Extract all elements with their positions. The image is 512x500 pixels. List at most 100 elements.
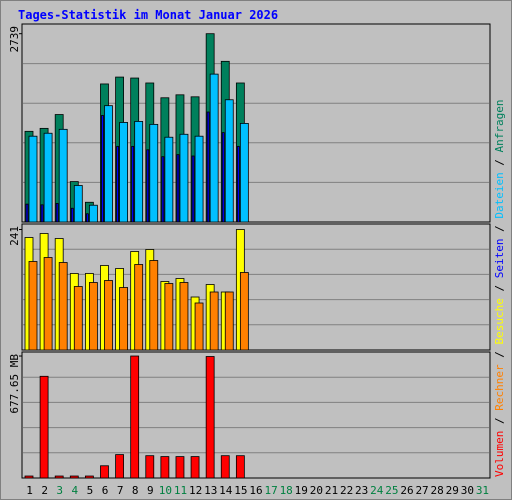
bar bbox=[175, 456, 185, 479]
bar bbox=[239, 123, 249, 223]
bar bbox=[104, 280, 113, 351]
bar bbox=[134, 264, 144, 351]
bar bbox=[164, 283, 174, 351]
x-tick-label: 20 bbox=[310, 484, 323, 497]
bar bbox=[58, 128, 68, 223]
bar bbox=[28, 261, 38, 351]
bar bbox=[235, 455, 245, 479]
bar bbox=[206, 111, 210, 223]
bar bbox=[70, 207, 74, 223]
x-tick-label: 19 bbox=[295, 484, 308, 497]
x-tick-label: 24 bbox=[370, 484, 384, 497]
bar bbox=[40, 204, 44, 223]
x-tick-label: 18 bbox=[280, 484, 293, 497]
x-tick-label: 6 bbox=[102, 484, 109, 497]
bar bbox=[28, 135, 38, 223]
bar bbox=[88, 204, 98, 223]
bar bbox=[209, 73, 219, 223]
bar bbox=[239, 272, 249, 351]
bar bbox=[25, 203, 29, 223]
bar bbox=[164, 136, 174, 223]
bar bbox=[24, 475, 34, 479]
bar bbox=[85, 213, 89, 223]
x-tick-label: 31 bbox=[476, 484, 489, 497]
bar bbox=[220, 455, 230, 479]
bar bbox=[179, 282, 189, 351]
legend-separator: / bbox=[493, 278, 506, 298]
bar bbox=[224, 291, 234, 351]
bar bbox=[191, 155, 195, 223]
x-tick-label: 25 bbox=[385, 484, 398, 497]
legend: Volumen / Rechner / Besuche / Seiten / D… bbox=[493, 99, 506, 477]
legend-entry: Dateien bbox=[493, 172, 506, 218]
bar bbox=[161, 156, 165, 223]
chart-title: Tages-Statistik im Monat Januar 2026 bbox=[18, 8, 278, 22]
y-tick-label: 241 bbox=[8, 226, 21, 246]
bar bbox=[146, 149, 150, 223]
x-tick-label: 15 bbox=[234, 484, 247, 497]
bar bbox=[58, 262, 68, 351]
bar bbox=[221, 132, 225, 223]
x-tick-label: 22 bbox=[340, 484, 353, 497]
bar bbox=[149, 123, 159, 223]
bar bbox=[224, 99, 234, 223]
bar bbox=[176, 154, 180, 223]
bar bbox=[39, 375, 49, 479]
panel bbox=[21, 23, 491, 223]
bar bbox=[73, 185, 83, 223]
bar bbox=[116, 145, 119, 223]
bar bbox=[130, 355, 140, 479]
panel bbox=[21, 351, 491, 479]
bar bbox=[100, 465, 109, 479]
x-tick-label: 3 bbox=[56, 484, 63, 497]
bar bbox=[55, 203, 59, 223]
legend-separator: / bbox=[493, 219, 506, 239]
x-tick-label: 2 bbox=[41, 484, 48, 497]
bar bbox=[119, 287, 128, 351]
x-tick-label: 9 bbox=[147, 484, 154, 497]
x-tick-label: 1 bbox=[26, 484, 33, 497]
legend-entry: Besuche bbox=[493, 298, 506, 344]
x-tick-label: 30 bbox=[461, 484, 474, 497]
bar bbox=[84, 475, 94, 479]
bar bbox=[101, 115, 104, 223]
bar bbox=[179, 133, 189, 223]
legend-entry: Rechner bbox=[493, 364, 506, 411]
bar bbox=[131, 145, 135, 223]
x-tick-label: 26 bbox=[400, 484, 413, 497]
bar bbox=[145, 455, 155, 479]
x-tick-label: 27 bbox=[415, 484, 428, 497]
bar bbox=[149, 260, 159, 351]
x-tick-label: 11 bbox=[174, 484, 187, 497]
bar bbox=[69, 475, 79, 479]
legend-separator: / bbox=[493, 411, 506, 431]
bar bbox=[205, 356, 215, 479]
bar bbox=[104, 105, 113, 223]
bar bbox=[134, 121, 144, 223]
x-tick-label: 17 bbox=[264, 484, 277, 497]
x-tick-label: 29 bbox=[446, 484, 459, 497]
bar bbox=[160, 456, 170, 479]
bar bbox=[88, 282, 98, 351]
x-tick-label: 21 bbox=[325, 484, 338, 497]
bar bbox=[43, 132, 53, 223]
legend-separator: / bbox=[493, 152, 506, 172]
bar bbox=[190, 456, 200, 479]
bar bbox=[209, 291, 219, 351]
y-tick-label: 2739 bbox=[8, 26, 21, 53]
bar bbox=[119, 122, 128, 223]
bar bbox=[236, 145, 240, 223]
bar bbox=[115, 454, 124, 479]
bar bbox=[43, 257, 53, 351]
x-tick-label: 12 bbox=[189, 484, 202, 497]
bar bbox=[194, 135, 204, 223]
panel bbox=[21, 223, 491, 351]
x-tick-label: 28 bbox=[431, 484, 444, 497]
bar bbox=[194, 302, 204, 351]
bar bbox=[54, 475, 64, 479]
x-tick-label: 4 bbox=[72, 484, 79, 497]
legend-separator: / bbox=[493, 345, 506, 365]
x-tick-label: 10 bbox=[159, 484, 172, 497]
bar bbox=[73, 286, 83, 351]
legend-entry: Anfragen bbox=[493, 99, 506, 152]
